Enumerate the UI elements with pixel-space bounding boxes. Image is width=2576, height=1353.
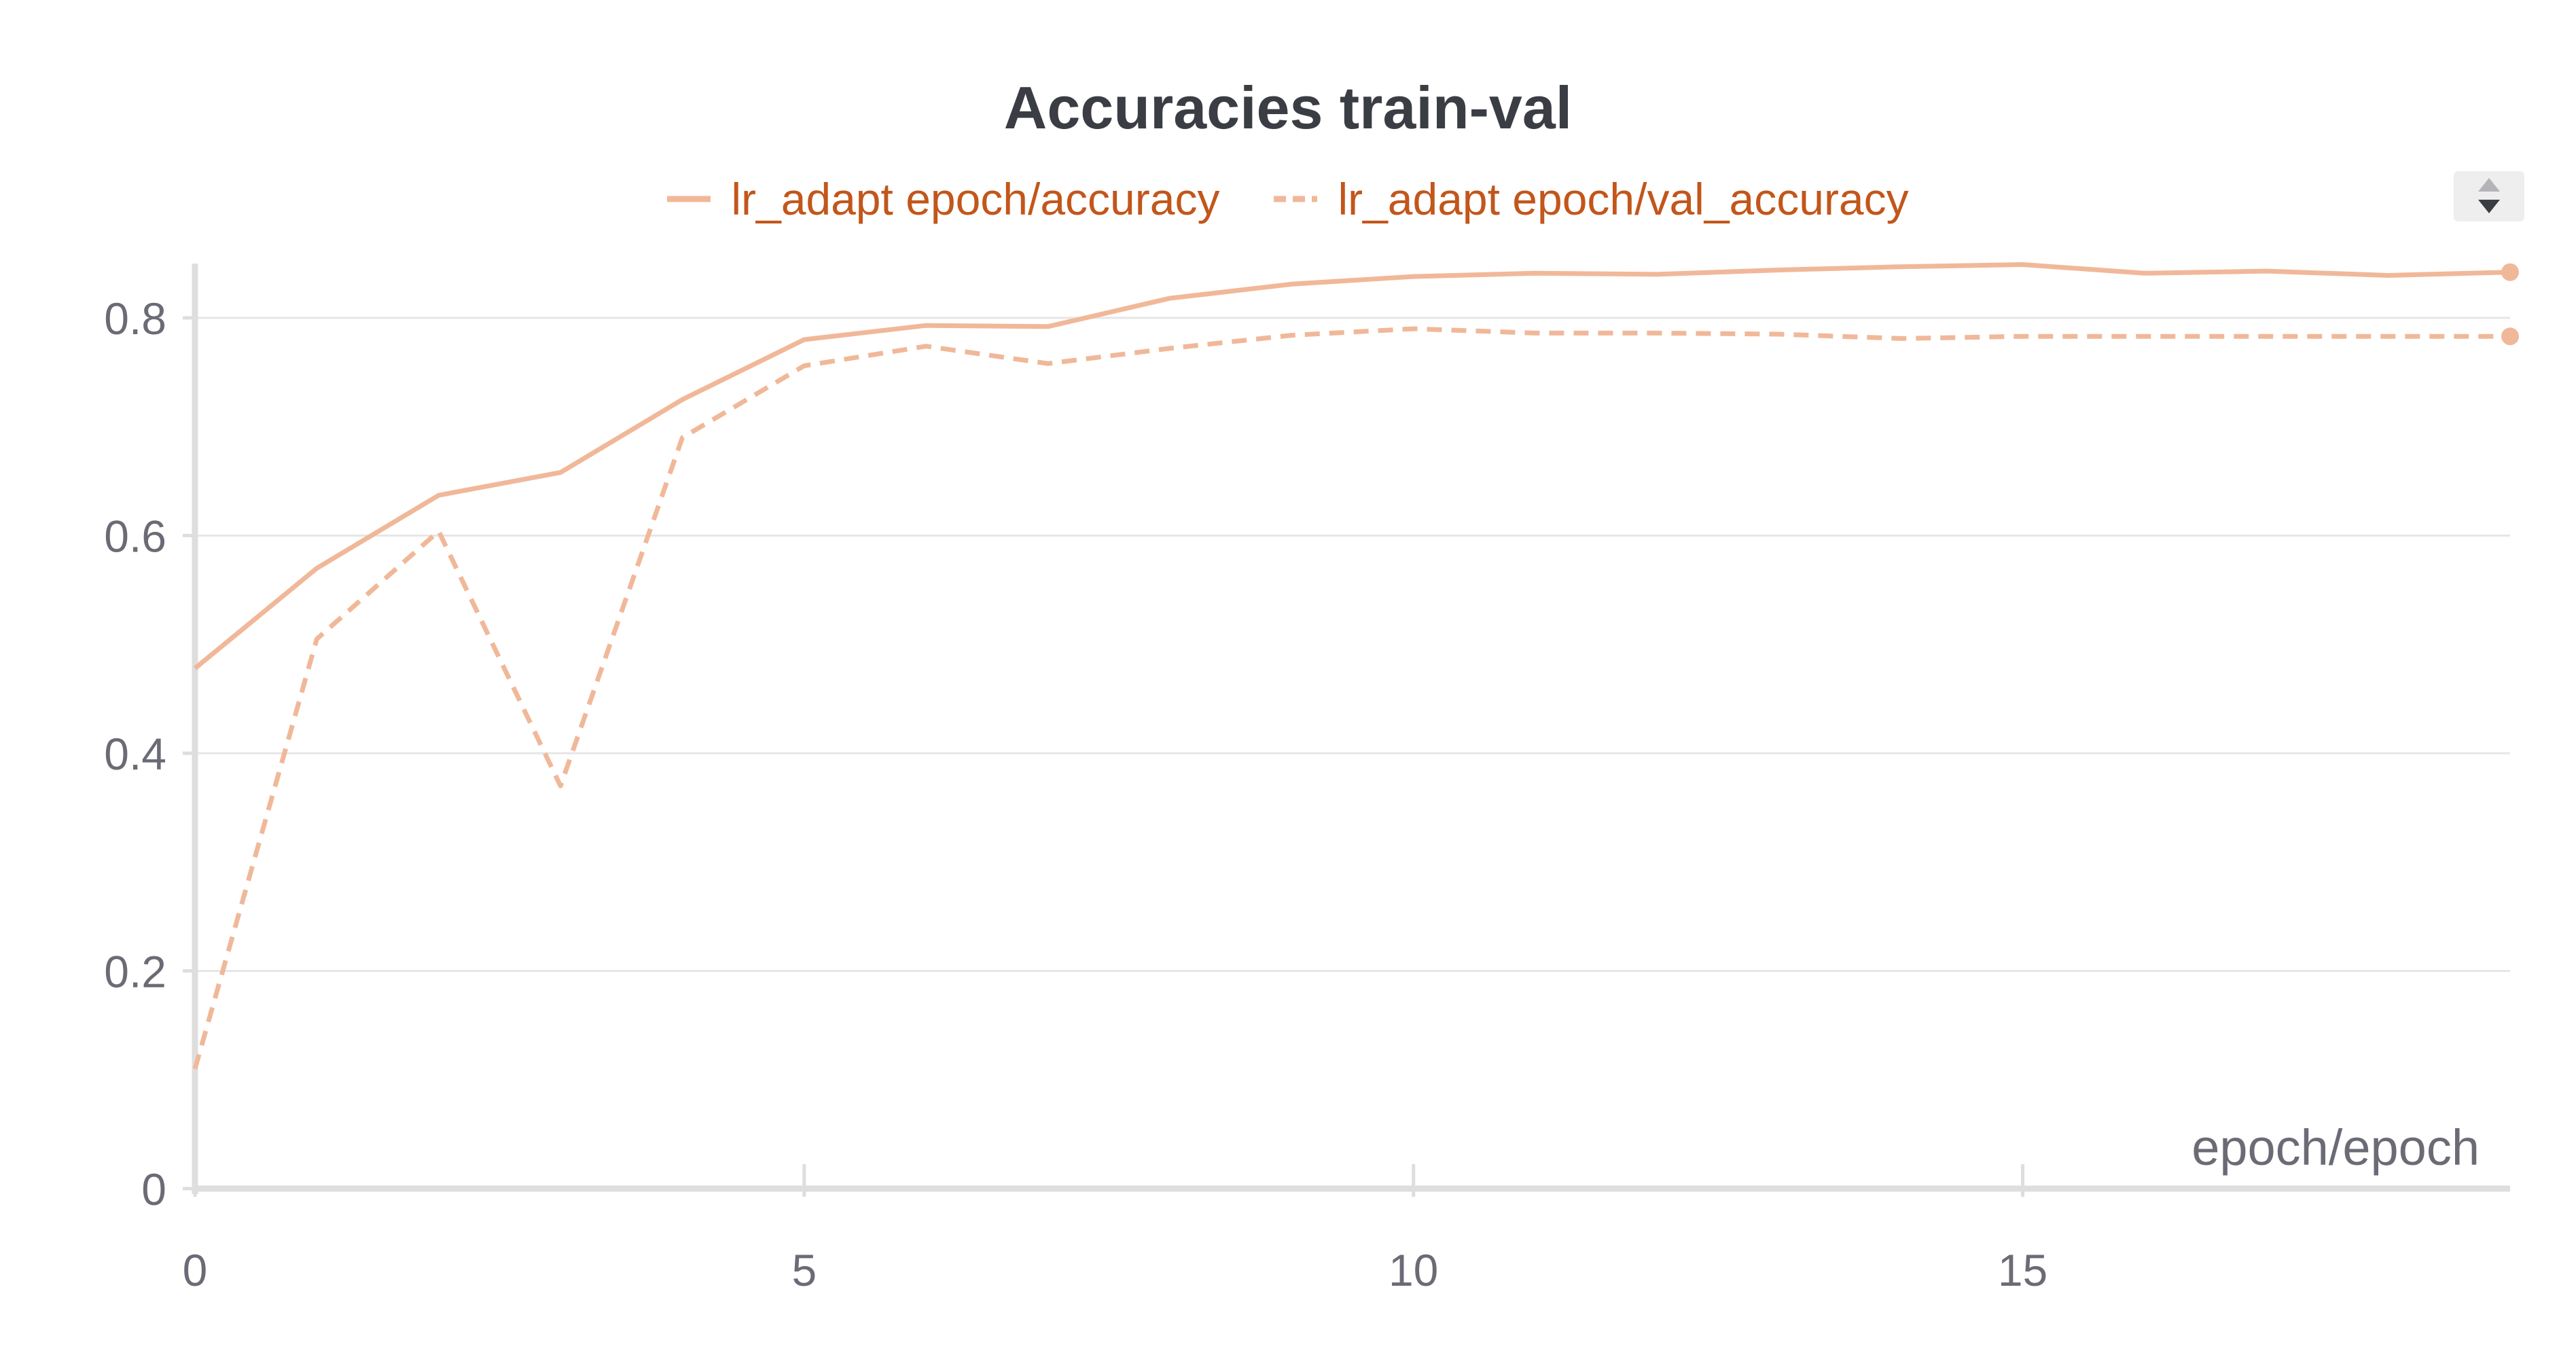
axes bbox=[183, 264, 2510, 1197]
legend-item-accuracy[interactable]: lr_adapt epoch/accuracy bbox=[667, 173, 1219, 225]
legend-label-val-accuracy: lr_adapt epoch/val_accuracy bbox=[1338, 174, 1909, 224]
legend-scroll-button[interactable] bbox=[2454, 171, 2524, 221]
chart-legend: lr_adapt epoch/accuracy lr_adapt epoch/v… bbox=[0, 168, 2576, 230]
legend-swatch-solid bbox=[667, 196, 711, 202]
x-tick-label-1: 5 bbox=[791, 1245, 817, 1295]
chart-title: Accuracies train-val bbox=[1003, 74, 1573, 141]
legend-item-val-accuracy[interactable]: lr_adapt epoch/val_accuracy bbox=[1274, 173, 1909, 225]
tick-labels: 0 0.2 0.4 0.6 0.8 0 5 10 15 bbox=[104, 293, 2047, 1295]
grid-lines bbox=[195, 317, 2510, 972]
chevron-down-icon bbox=[2478, 200, 2500, 213]
series-lines bbox=[192, 262, 2519, 1070]
legend-swatch-dashed bbox=[1274, 196, 1318, 202]
x-tick-label-0: 0 bbox=[183, 1245, 208, 1295]
y-tick-label-3: 0.6 bbox=[104, 511, 166, 562]
series-end-marker-1[interactable] bbox=[2501, 327, 2519, 346]
series-line-1[interactable] bbox=[192, 326, 2510, 1070]
y-tick-label-4: 0.8 bbox=[104, 293, 166, 344]
y-tick-label-2: 0.4 bbox=[104, 729, 166, 779]
x-tick-label-3: 15 bbox=[1998, 1245, 2047, 1295]
y-tick-label-1: 0.2 bbox=[104, 947, 166, 997]
x-axis-title: epoch/epoch bbox=[2192, 1119, 2480, 1176]
chevron-up-icon bbox=[2478, 178, 2500, 192]
y-tick-label-0: 0 bbox=[141, 1164, 166, 1214]
series-end-marker-0[interactable] bbox=[2501, 263, 2519, 281]
legend-label-accuracy: lr_adapt epoch/accuracy bbox=[731, 174, 1220, 224]
series-line-0[interactable] bbox=[193, 262, 2511, 670]
x-tick-label-2: 10 bbox=[1389, 1245, 1438, 1295]
